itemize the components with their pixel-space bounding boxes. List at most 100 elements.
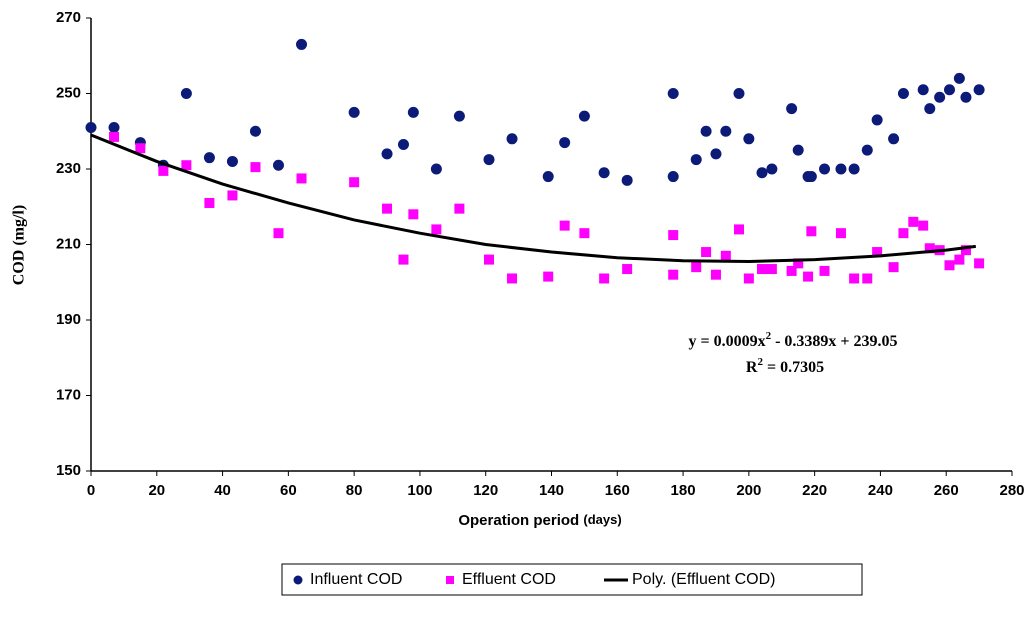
r-squared: R2 = 0.7305 [746, 356, 824, 376]
effluent-point [431, 224, 442, 235]
effluent-point [599, 273, 610, 284]
x-tick-label: 220 [802, 482, 827, 499]
effluent-point [819, 265, 830, 276]
effluent-point [250, 162, 261, 173]
influent-point [973, 84, 985, 96]
influent-point [397, 138, 409, 150]
effluent-point [944, 260, 955, 271]
influent-point [85, 121, 97, 133]
influent-point [667, 171, 679, 183]
legend-label: Poly. (Effluent COD) [632, 571, 775, 588]
influent-point [756, 167, 768, 179]
influent-point [598, 167, 610, 179]
x-tick-label: 280 [999, 482, 1024, 499]
effluent-point [668, 230, 679, 241]
effluent-point [960, 245, 971, 256]
effluent-point [806, 226, 817, 237]
influent-point [743, 133, 755, 145]
effluent-point [974, 258, 985, 269]
effluent-point [543, 271, 554, 282]
effluent-point [803, 271, 814, 282]
x-tick-label: 180 [671, 482, 696, 499]
influent-point [888, 133, 900, 145]
x-tick-label: 200 [736, 482, 761, 499]
effluent-point [204, 197, 215, 208]
influent-point [203, 152, 215, 164]
influent-point [249, 125, 261, 137]
legend-swatch [293, 575, 303, 585]
x-axis-title-main: Operation period [458, 512, 579, 529]
effluent-point [398, 254, 409, 265]
influent-point [348, 106, 360, 118]
effluent-point [158, 165, 169, 176]
y-tick-label: 270 [56, 9, 81, 26]
y-axis-title: COD (mg/l) [11, 205, 28, 285]
legend-label: Influent COD [310, 571, 402, 588]
legend-swatch [446, 576, 454, 584]
influent-point [944, 84, 956, 96]
y-tick-label: 190 [56, 311, 81, 328]
influent-point [621, 174, 633, 186]
effluent-point [766, 264, 777, 275]
effluent-point [559, 220, 570, 231]
r-squared-exponent: 2 [757, 356, 763, 368]
effluent-point [454, 203, 465, 214]
influent-point [578, 110, 590, 122]
influent-point [407, 106, 419, 118]
effluent-point [786, 265, 797, 276]
legend-box [281, 563, 863, 596]
effluent-point [862, 273, 873, 284]
influent-point [934, 91, 946, 103]
effluent-point [109, 131, 120, 142]
trend-equation: y = 0.0009x2 - 0.3389x + 239.05 [688, 330, 897, 350]
x-tick-label: 40 [214, 482, 231, 499]
effluent-point [918, 220, 929, 231]
legend-label: Effluent COD [462, 571, 556, 588]
influent-point [848, 163, 860, 175]
influent-point [272, 159, 284, 171]
influent-point [792, 144, 804, 156]
influent-point [506, 133, 518, 145]
effluent-point [872, 247, 883, 258]
trend-line [90, 133, 977, 263]
influent-point [805, 171, 817, 183]
y-tick-label: 250 [56, 84, 81, 101]
influent-point [861, 144, 873, 156]
influent-point [917, 84, 929, 96]
x-tick-label: 20 [148, 482, 165, 499]
equation-part: - 0.3389x + 239.05 [771, 333, 897, 350]
effluent-point [349, 177, 360, 188]
effluent-point [668, 269, 679, 280]
effluent-point [273, 228, 284, 239]
influent-point [542, 171, 554, 183]
influent-point [226, 155, 238, 167]
x-tick-label: 60 [280, 482, 297, 499]
effluent-point [849, 273, 860, 284]
equation-exponent: 2 [766, 330, 772, 342]
influent-point [453, 110, 465, 122]
effluent-point [296, 173, 307, 184]
effluent-point [382, 203, 393, 214]
effluent-point [924, 243, 935, 254]
effluent-point [408, 209, 419, 220]
effluent-point [720, 250, 731, 261]
x-tick-label: 0 [87, 482, 95, 499]
influent-point [700, 125, 712, 137]
y-tick-label: 170 [56, 386, 81, 403]
influent-point [667, 88, 679, 99]
influent-point [180, 88, 192, 99]
effluent-point [135, 143, 146, 154]
r-squared-part: R [746, 359, 758, 376]
effluent-point [888, 262, 899, 273]
influent-point [430, 163, 442, 175]
influent-point [819, 163, 831, 175]
effluent-point [701, 247, 712, 258]
effluent-point [757, 264, 768, 275]
influent-point [766, 163, 778, 175]
equation-part: y = 0.0009x [688, 333, 765, 350]
x-tick-label: 120 [473, 482, 498, 499]
effluent-point [507, 273, 518, 284]
x-axis-title: Operation period (days) [458, 512, 621, 529]
